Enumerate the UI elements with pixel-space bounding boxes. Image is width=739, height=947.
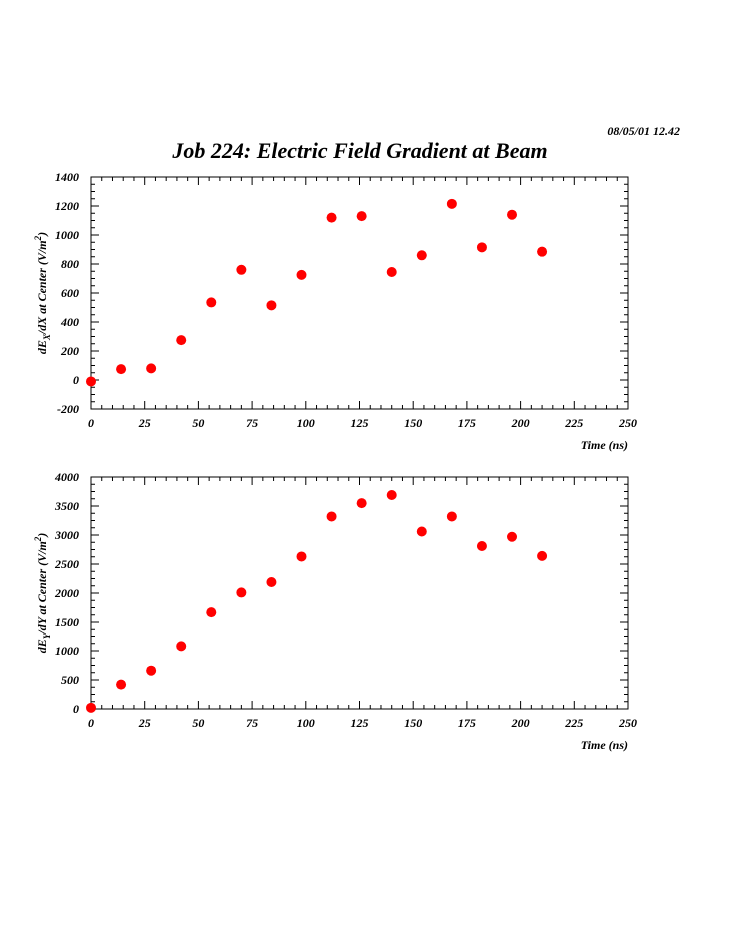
y-tick-label: 1000 (55, 228, 79, 242)
data-point (386, 489, 397, 500)
data-point (356, 211, 367, 222)
x-tick-label: 50 (192, 416, 204, 430)
data-point (326, 511, 337, 522)
data-point (296, 551, 307, 562)
x-tick-label: 75 (246, 416, 258, 430)
y-tick-label: 500 (61, 673, 79, 687)
data-point (146, 665, 157, 676)
data-point (507, 209, 518, 220)
y-tick-label: 1200 (55, 199, 79, 213)
x-tick-label: 0 (88, 716, 94, 730)
y-tick-label: -200 (57, 402, 79, 416)
x-tick-label: 200 (511, 416, 530, 430)
y-tick-label: 4000 (54, 470, 79, 484)
data-point (206, 297, 217, 308)
data-point (146, 363, 157, 374)
page-title: Job 224: Electric Field Gradient at Beam (172, 138, 548, 163)
x-tick-label: 225 (564, 716, 583, 730)
data-point (236, 264, 247, 275)
y-axis-label: dEY/dY at Center (V/m2) (33, 533, 52, 654)
y-tick-label: 200 (60, 344, 79, 358)
chart-top: 0 25 50 75 100 125 150 175 200 225 250 -200 0 200 400 6… (33, 170, 637, 452)
plot-frame (90, 476, 629, 710)
data-point (537, 246, 548, 257)
data-point (507, 531, 518, 542)
y-tick-label: 3000 (54, 528, 79, 542)
x-tick-label: 100 (297, 716, 315, 730)
timestamp: 08/05/01 12.42 (607, 124, 680, 138)
data-point (476, 541, 487, 552)
x-tick-label: 125 (351, 716, 369, 730)
x-tick-label: 250 (618, 716, 637, 730)
y-tick-label: 1500 (55, 615, 79, 629)
y-tick-label: 400 (60, 315, 79, 329)
data-point (86, 376, 96, 387)
x-tick-label: 125 (351, 416, 369, 430)
data-point (266, 300, 277, 311)
data-point (176, 335, 187, 346)
x-axis-label: Time (ns) (581, 438, 628, 452)
data-point (296, 269, 307, 280)
data-point (446, 198, 457, 209)
data-point (266, 576, 277, 587)
x-tick-label: 150 (404, 416, 422, 430)
x-tick-label: 0 (88, 416, 94, 430)
y-tick-label: 0 (73, 373, 79, 387)
y-tick-label: 600 (61, 286, 79, 300)
x-tick-label: 175 (458, 416, 476, 430)
data-point (416, 250, 427, 261)
data-point (416, 526, 427, 537)
data-point (116, 364, 127, 375)
data-point (326, 212, 337, 223)
data-point (206, 607, 217, 618)
y-tick-label: 0 (73, 702, 79, 716)
data-point (116, 679, 127, 690)
x-tick-label: 175 (458, 716, 476, 730)
x-tick-label: 225 (564, 416, 583, 430)
x-tick-label: 25 (138, 416, 151, 430)
data-point (446, 511, 457, 522)
y-tick-label: 2000 (54, 586, 79, 600)
y-tick-label: 800 (61, 257, 79, 271)
x-tick-label: 25 (138, 716, 151, 730)
x-tick-label: 250 (618, 416, 637, 430)
y-tick-label: 1400 (55, 170, 79, 184)
data-point (386, 266, 397, 277)
y-tick-label: 1000 (55, 644, 79, 658)
x-tick-label: 75 (246, 716, 258, 730)
chart-bottom: 0 25 50 75 100 125 150 175 200 225 250050010001500… (33, 470, 637, 752)
x-axis-label: Time (ns) (581, 738, 628, 752)
data-point (537, 550, 548, 561)
data-point (176, 641, 187, 652)
y-tick-label: 3500 (54, 499, 79, 513)
y-axis-label: dEX/dX at Center (V/m2) (33, 232, 52, 354)
data-point (476, 242, 487, 253)
y-tick-label: 2500 (54, 557, 79, 571)
data-point (86, 702, 96, 713)
x-tick-label: 200 (511, 716, 530, 730)
x-tick-label: 150 (404, 716, 422, 730)
x-tick-label: 100 (297, 416, 315, 430)
x-tick-label: 50 (192, 716, 204, 730)
data-point (236, 587, 247, 598)
data-point (356, 498, 367, 509)
